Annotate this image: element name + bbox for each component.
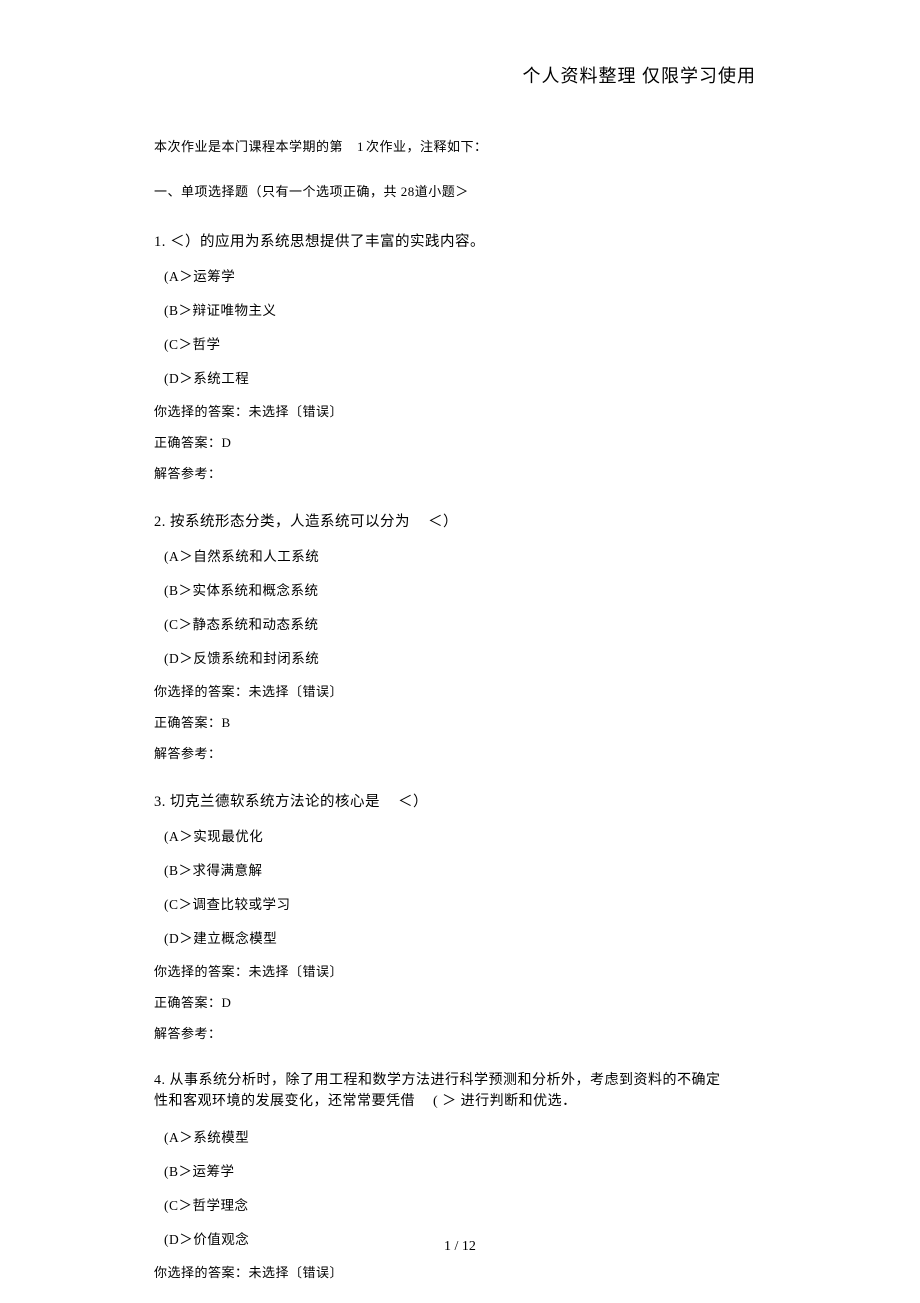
option-c: (C＞调查比较或学习 — [164, 893, 766, 913]
intro-prefix: 本次作业是本门课程本学期的第 — [154, 139, 343, 154]
q-text-line2b: ( ＞ 进行判断和优选． — [433, 1094, 577, 1109]
q-after: ＜） — [398, 794, 428, 810]
option-b: (B＞实体系统和概念系统 — [164, 579, 766, 599]
q-text-line2a: 性和客观环境的发展变化，还常常要凭借 — [154, 1094, 415, 1109]
intro-suffix: 次作业，注释如下： — [366, 139, 488, 154]
option-c: (C＞静态系统和动态系统 — [164, 613, 766, 633]
page-footer: 1 / 12 — [0, 1239, 920, 1255]
correct-value: D — [222, 435, 232, 450]
option-b: (B＞运筹学 — [164, 1160, 766, 1180]
correct-answer: 正确答案：B — [154, 712, 766, 731]
q-num: 1. — [154, 234, 166, 250]
your-choice: 你选择的答案：未选择〔错误〕 — [154, 681, 766, 700]
q-text: 切克兰德软系统方法论的核心是 — [170, 794, 380, 810]
option-a: (A＞自然系统和人工系统 — [164, 545, 766, 565]
q-num: 4. — [154, 1073, 166, 1088]
correct-value: B — [222, 715, 231, 730]
intro-num: 1 — [357, 139, 364, 154]
correct-prefix: 正确答案： — [154, 995, 222, 1010]
question-1: 1. ＜）的应用为系统思想提供了丰富的实践内容。 (A＞运筹学 (B＞辩证唯物主… — [154, 230, 766, 482]
explain-label: 解答参考： — [154, 743, 766, 762]
correct-answer: 正确答案：D — [154, 432, 766, 451]
question-3: 3. 切克兰德软系统方法论的核心是 ＜） (A＞实现最优化 (B＞求得满意解 (C… — [154, 790, 766, 1042]
q-text: 按系统形态分类，人造系统可以分为 — [170, 514, 410, 530]
option-d: (D＞建立概念模型 — [164, 927, 766, 947]
assignment-intro: 本次作业是本门课程本学期的第 1次作业，注释如下： — [154, 136, 766, 155]
option-b: (B＞辩证唯物主义 — [164, 299, 766, 319]
correct-prefix: 正确答案： — [154, 715, 222, 730]
q-num: 3. — [154, 794, 166, 810]
page-header: 个人资料整理 仅限学习使用 — [154, 62, 766, 88]
option-b: (B＞求得满意解 — [164, 859, 766, 879]
question-stem: 3. 切克兰德软系统方法论的核心是 ＜） — [154, 790, 766, 811]
correct-value: D — [222, 995, 232, 1010]
question-2: 2. 按系统形态分类，人造系统可以分为 ＜） (A＞自然系统和人工系统 (B＞实体… — [154, 510, 766, 762]
option-c: (C＞哲学 — [164, 333, 766, 353]
option-a: (A＞运筹学 — [164, 265, 766, 285]
option-d: (D＞反馈系统和封闭系统 — [164, 647, 766, 667]
q-after: ＜） — [428, 514, 458, 530]
section-title: 一、单项选择题（只有一个选项正确，共 28道小题＞ — [154, 181, 766, 200]
your-choice: 你选择的答案：未选择〔错误〕 — [154, 401, 766, 420]
q-num: 2. — [154, 514, 166, 530]
question-stem: 1. ＜）的应用为系统思想提供了丰富的实践内容。 — [154, 230, 766, 251]
question-stem: 2. 按系统形态分类，人造系统可以分为 ＜） — [154, 510, 766, 531]
your-choice: 你选择的答案：未选择〔错误〕 — [154, 1262, 766, 1281]
correct-answer: 正确答案：D — [154, 992, 766, 1011]
explain-label: 解答参考： — [154, 463, 766, 482]
option-a: (A＞实现最优化 — [164, 825, 766, 845]
option-c: (C＞哲学理念 — [164, 1194, 766, 1214]
question-stem: 4. 从事系统分析时，除了用工程和数学方法进行科学预测和分析外，考虑到资料的不确… — [154, 1070, 766, 1112]
q-text: ＜）的应用为系统思想提供了丰富的实践内容。 — [170, 234, 485, 250]
option-d: (D＞系统工程 — [164, 367, 766, 387]
q-text-line1: 从事系统分析时，除了用工程和数学方法进行科学预测和分析外，考虑到资料的不确定 — [170, 1073, 721, 1088]
explain-label: 解答参考： — [154, 1023, 766, 1042]
your-choice: 你选择的答案：未选择〔错误〕 — [154, 961, 766, 980]
option-a: (A＞系统模型 — [164, 1126, 766, 1146]
correct-prefix: 正确答案： — [154, 435, 222, 450]
